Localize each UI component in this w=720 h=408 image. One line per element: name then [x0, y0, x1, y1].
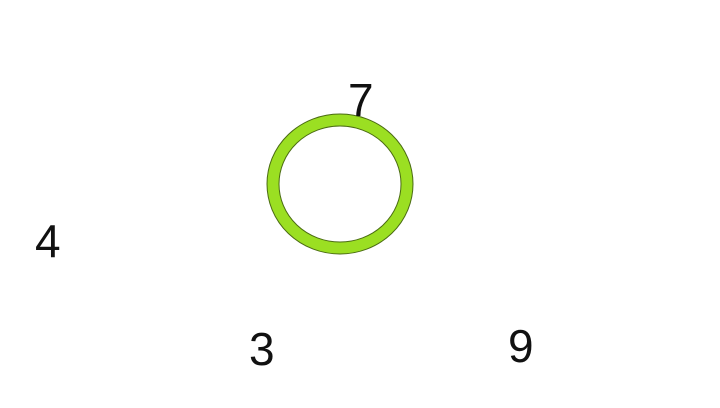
ring-icon[interactable] [266, 112, 414, 256]
number-7[interactable]: 7 [348, 74, 374, 126]
number-9[interactable]: 9 [508, 320, 534, 372]
number-4[interactable]: 4 [35, 215, 61, 267]
number-3[interactable]: 3 [249, 323, 275, 375]
